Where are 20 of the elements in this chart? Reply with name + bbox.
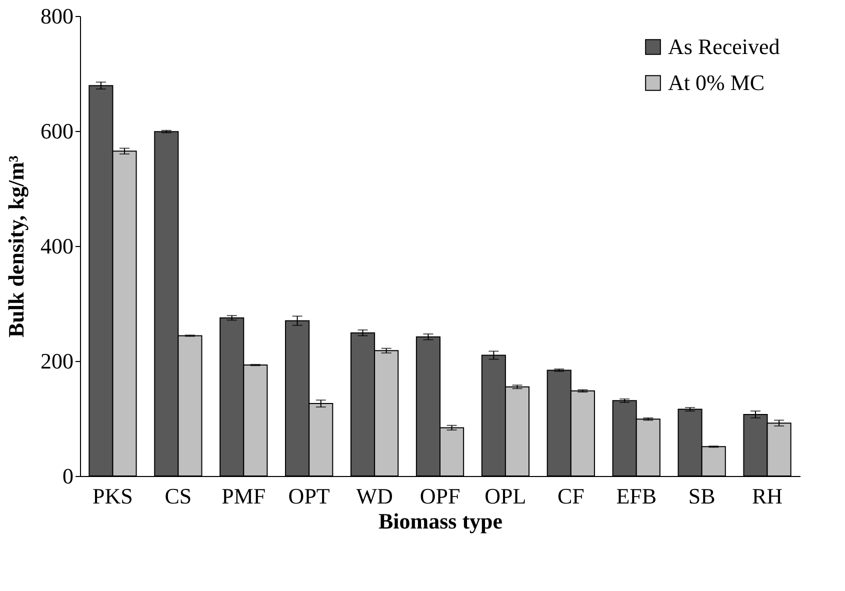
x-tick-label: SB	[688, 484, 716, 508]
x-tick-label: CF	[557, 484, 584, 508]
x-tick-label: CS	[164, 484, 192, 508]
x-tick-label: PMF	[222, 484, 266, 508]
x-tick-label: OPL	[484, 484, 526, 508]
x-axis-title: Biomass type	[378, 508, 503, 534]
legend-label: As Received	[668, 34, 780, 59]
x-tick-label: OPT	[288, 484, 330, 508]
x-tick-label: PKS	[92, 484, 133, 508]
x-tick-label: EFB	[616, 484, 657, 508]
x-tick-label: WD	[356, 484, 393, 508]
legend-label: At 0% MC	[668, 70, 765, 95]
y-tick-label: 800	[40, 4, 74, 28]
x-tick-label: OPF	[420, 484, 460, 508]
y-tick-label: 0	[62, 464, 74, 488]
y-tick-label: 200	[40, 348, 74, 374]
y-tick-label: 600	[40, 118, 74, 144]
y-axis-title: Bulk density, kg/m³	[4, 155, 28, 338]
y-tick-label: 400	[40, 234, 74, 258]
x-tick-label: RH	[752, 484, 783, 508]
